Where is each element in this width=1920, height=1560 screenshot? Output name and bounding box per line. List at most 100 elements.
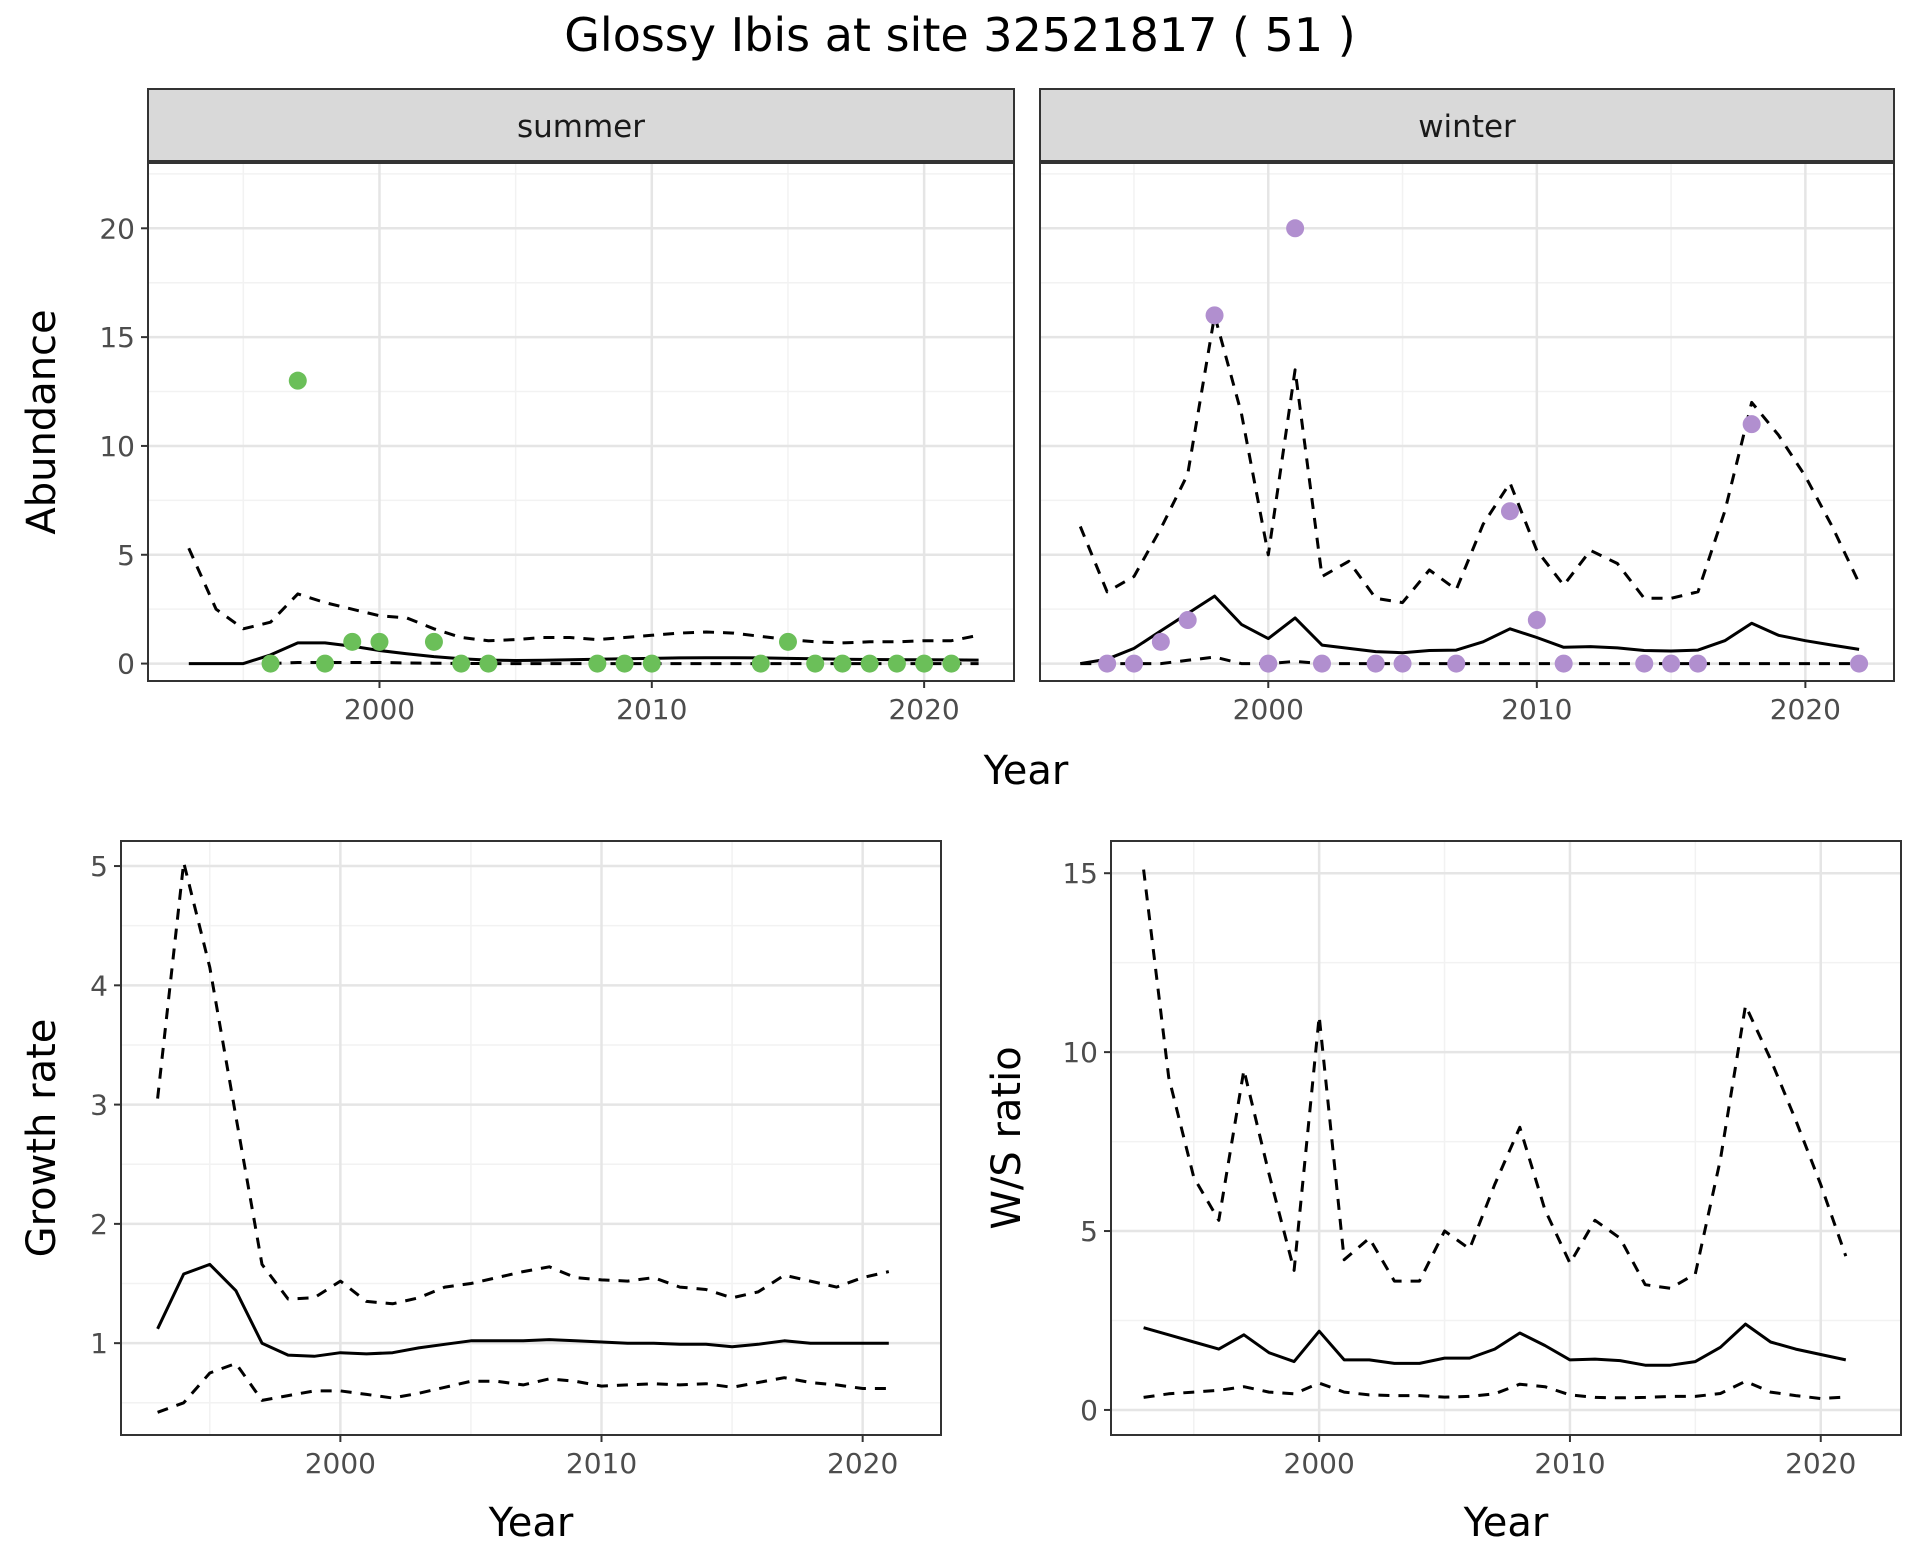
y-tick-label: 3 xyxy=(90,1089,108,1122)
observed-count-point xyxy=(778,632,797,651)
panel-winter: winter xyxy=(1039,88,1895,682)
x-tick-label: 2020 xyxy=(888,693,959,726)
observed-count-point xyxy=(1527,611,1546,630)
observed-count-point xyxy=(261,654,280,673)
panel-winter-border xyxy=(1039,162,1895,682)
x-tick-label: 2000 xyxy=(344,693,415,726)
observed-count-point xyxy=(1151,632,1170,651)
observed-count-point xyxy=(1447,654,1466,673)
x-tick-label: 2020 xyxy=(827,1447,898,1480)
x-tick-label: 2000 xyxy=(305,1447,376,1480)
y-tick-label: 15 xyxy=(1062,857,1098,890)
observed-count-point xyxy=(1500,502,1519,521)
observed-count-point xyxy=(1259,654,1278,673)
y-tick-label: 1 xyxy=(90,1327,108,1360)
observed-count-point xyxy=(887,654,906,673)
y-tick-label: 0 xyxy=(1080,1394,1098,1427)
strip-summer-bg xyxy=(147,88,1015,162)
panel-ws-ratio-border xyxy=(1110,840,1902,1436)
lower-ci-line xyxy=(270,661,979,666)
x-tick-label: 2010 xyxy=(566,1447,637,1480)
observed-count-point xyxy=(1742,415,1761,434)
y-tick-label: 10 xyxy=(1062,1036,1098,1069)
observed-count-point xyxy=(1205,306,1224,325)
x-tick-label: 2000 xyxy=(1233,693,1304,726)
page-title: Glossy Ibis at site 32521817 ( 51 ) xyxy=(564,8,1356,62)
abundance-x-axis-title: Year xyxy=(983,748,1069,794)
observed-count-point xyxy=(1850,654,1869,673)
observed-count-point xyxy=(1635,654,1654,673)
y-tick-label: 4 xyxy=(90,969,108,1002)
observed-count-point xyxy=(343,632,362,651)
fitted-trend-line xyxy=(156,1262,889,1358)
strip-winter-bg xyxy=(1039,88,1895,162)
observed-count-point xyxy=(1178,611,1197,630)
upper-ci-line xyxy=(187,547,979,645)
growth-x-axis-title: Year xyxy=(488,1500,574,1546)
x-tick-label: 2010 xyxy=(616,693,687,726)
observed-count-point xyxy=(1098,654,1117,673)
panel-growth-border xyxy=(120,840,942,1436)
observed-count-point xyxy=(424,632,443,651)
x-tick-label: 2010 xyxy=(1534,1447,1605,1480)
observed-count-point xyxy=(833,654,852,673)
x-tick-label: 2020 xyxy=(1770,693,1841,726)
strip-winter-label: winter xyxy=(1418,109,1516,145)
observed-count-point xyxy=(452,654,471,673)
observed-count-point xyxy=(316,654,335,673)
observed-count-point xyxy=(1286,219,1305,238)
panel-summer: summer xyxy=(147,88,1015,682)
panel-growth xyxy=(120,840,942,1436)
lower-ci-line xyxy=(1080,655,1860,666)
y-tick-label: 10 xyxy=(99,430,135,463)
y-tick-label: 20 xyxy=(99,212,135,245)
observed-count-point xyxy=(1124,654,1143,673)
plot-area-winter xyxy=(1040,163,1894,681)
x-tick-label: 2020 xyxy=(1785,1447,1856,1480)
y-tick-label: 15 xyxy=(99,321,135,354)
observed-count-point xyxy=(1312,654,1331,673)
growth-y-axis-title: Growth rate xyxy=(19,1019,65,1258)
fitted-trend-line xyxy=(1080,594,1860,666)
y-tick-label: 2 xyxy=(90,1208,108,1241)
upper-ci-line xyxy=(1142,869,1848,1290)
observed-count-point xyxy=(1554,654,1573,673)
x-tick-label: 2000 xyxy=(1284,1447,1355,1480)
observed-count-point xyxy=(860,654,879,673)
fitted-trend-line xyxy=(1143,1322,1847,1367)
ws-x-axis-title: Year xyxy=(1463,1500,1549,1546)
fitted-trend-line xyxy=(188,641,979,666)
upper-ci-line xyxy=(156,861,890,1306)
y-tick-label: 5 xyxy=(90,850,108,883)
observed-count-point xyxy=(1393,654,1412,673)
ws-y-axis-title: W/S ratio xyxy=(984,1046,1030,1229)
observed-count-point xyxy=(806,654,825,673)
x-tick-label: 2010 xyxy=(1501,693,1572,726)
observed-count-point xyxy=(288,371,307,390)
observed-count-point xyxy=(642,654,661,673)
plot-area-ws-ratio xyxy=(1111,841,1901,1435)
observed-count-point xyxy=(942,654,961,673)
lower-ci-line xyxy=(157,1361,889,1414)
observed-count-point xyxy=(1366,654,1385,673)
y-tick-label: 5 xyxy=(1080,1215,1098,1248)
observed-count-point xyxy=(615,654,634,673)
observed-count-point xyxy=(588,654,607,673)
y-tick-label: 0 xyxy=(117,648,135,681)
plot-area-growth xyxy=(121,841,941,1435)
lower-ci-line xyxy=(1143,1379,1846,1400)
observed-count-point xyxy=(915,654,934,673)
panel-ws-ratio xyxy=(1110,840,1902,1436)
observed-count-point xyxy=(1662,654,1681,673)
y-tick-label: 5 xyxy=(117,539,135,572)
abundance-y-axis-title: Abundance xyxy=(19,309,65,534)
plot-area-summer xyxy=(148,163,1014,681)
strip-summer-label: summer xyxy=(517,109,645,145)
observed-count-point xyxy=(751,654,770,673)
observed-count-point xyxy=(370,632,389,651)
observed-count-point xyxy=(1688,654,1707,673)
upper-ci-line xyxy=(1078,313,1861,605)
observed-count-point xyxy=(479,654,498,673)
panel-summer-border xyxy=(147,162,1015,682)
